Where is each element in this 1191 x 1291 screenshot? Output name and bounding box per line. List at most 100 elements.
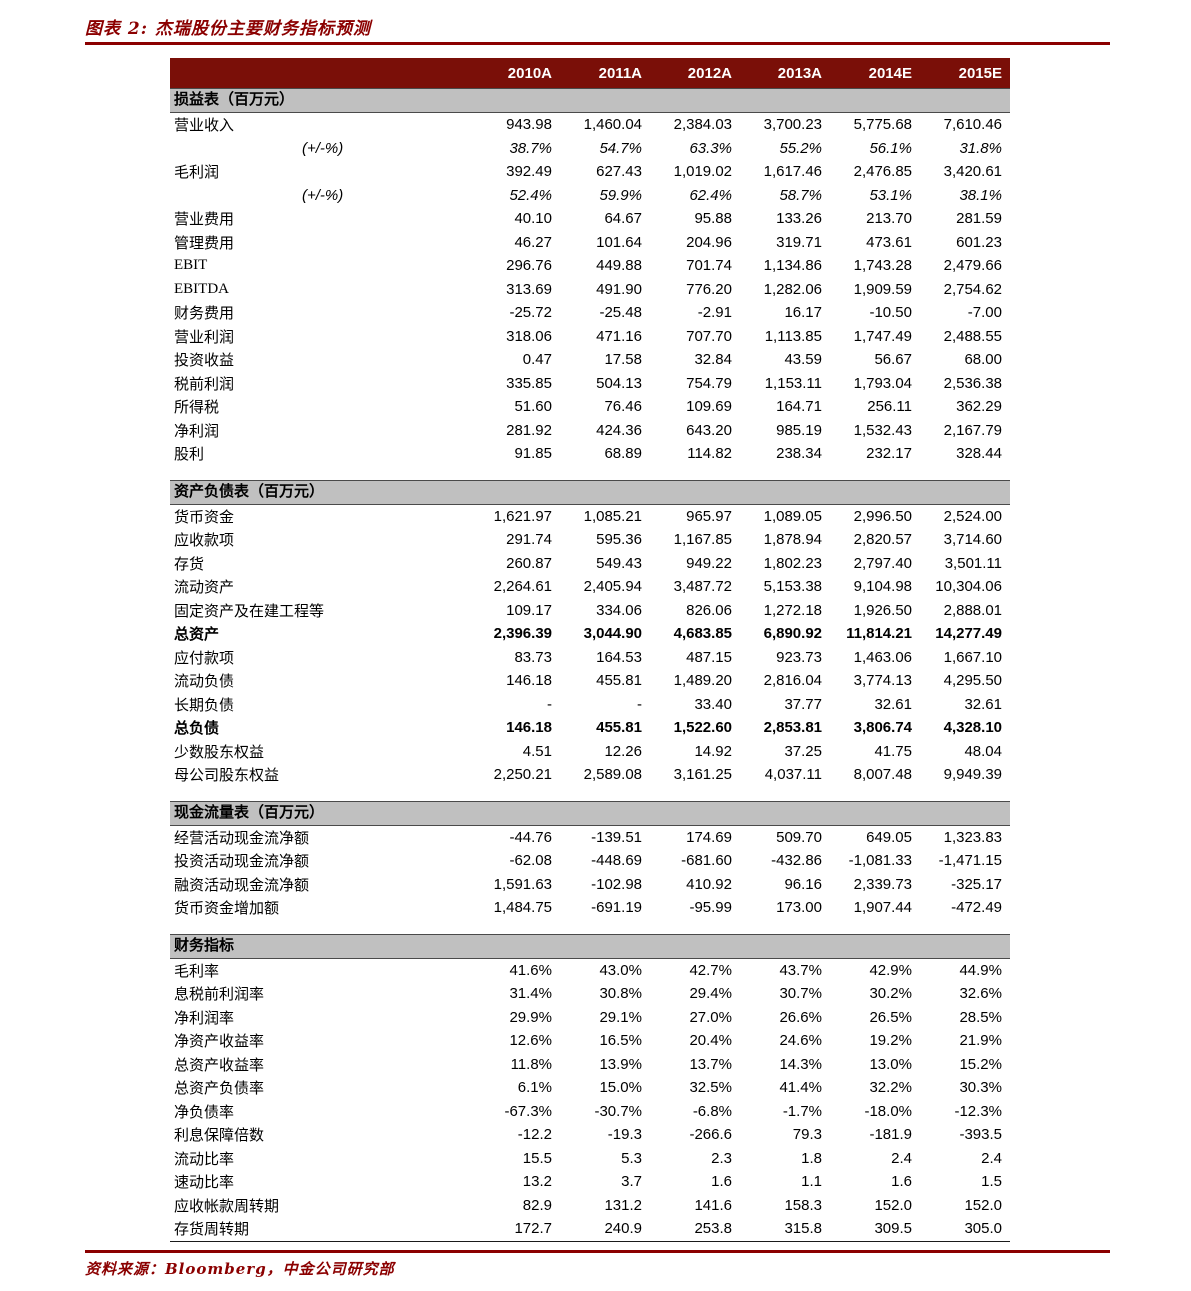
cell-value: 30.3% <box>959 1079 1002 1097</box>
table-row: (+/-%) 52.4% 59.9% 62.4% 58.7% 53.1% 38.1% <box>170 184 1010 208</box>
cell-value: 6.1% <box>517 1079 552 1097</box>
cell-value: 2,888.01 <box>943 601 1002 619</box>
source-note: 资料来源：Bloomberg，中金公司研究部 <box>85 1260 395 1278</box>
table-row: 息税前利润率 31.4% 30.8% 29.4% 30.7% 30.2% 32.6% <box>170 982 1010 1006</box>
table-row: 少数股东权益 4.51 12.26 14.92 37.25 41.75 48.04 <box>170 740 1010 764</box>
table-row: EBIT 296.76 449.88 701.74 1,134.86 1,743.28 2,… <box>170 254 1010 278</box>
cell-value: 2.4 <box>981 1149 1002 1167</box>
cell-value: 923.73 <box>776 648 822 666</box>
table-row: 长期负债 - - 33.40 37.77 32.61 32.61 <box>170 693 1010 717</box>
cell-value: 2,589.08 <box>583 766 642 784</box>
column-header: 2011A <box>598 64 642 82</box>
cell-value: 14,277.49 <box>935 625 1002 643</box>
cell-value: 53.1% <box>869 186 912 204</box>
cell-value: 2,524.00 <box>943 507 1002 525</box>
cell-value: 31.4% <box>509 985 552 1003</box>
cell-value: 392.49 <box>506 163 552 181</box>
cell-value: 238.34 <box>776 445 822 463</box>
cell-value: 4,295.50 <box>943 672 1002 690</box>
cell-value: 26.6% <box>779 1008 822 1026</box>
cell-value: 1,019.02 <box>673 163 732 181</box>
row-label: EBITDA <box>174 280 229 297</box>
cell-value: 32.5% <box>689 1079 732 1097</box>
cell-value: -18.0% <box>864 1102 912 1120</box>
cell-value: -67.3% <box>504 1102 552 1120</box>
cell-value: 491.90 <box>596 280 642 298</box>
cell-value: 141.6 <box>694 1196 732 1214</box>
cell-value: 44.9% <box>959 961 1002 979</box>
table-row: 营业费用 40.10 64.67 95.88 133.26 213.70 281.59 <box>170 207 1010 231</box>
row-label: EBIT <box>174 257 208 274</box>
cell-value: 334.06 <box>596 601 642 619</box>
cell-value: 43.59 <box>784 351 822 369</box>
cell-value: 2,250.21 <box>493 766 552 784</box>
cell-value: 1,667.10 <box>943 648 1002 666</box>
cell-value: 3,044.90 <box>583 625 642 643</box>
cell-value: -10.50 <box>869 304 912 322</box>
row-label: 流动负债 <box>174 674 235 691</box>
cell-value: 14.92 <box>694 742 732 760</box>
cell-value: -1,471.15 <box>938 852 1002 870</box>
cell-value: 826.06 <box>686 601 732 619</box>
cell-value: -19.3 <box>607 1126 642 1144</box>
cell-value: 643.20 <box>686 421 732 439</box>
cell-value: 1,089.05 <box>763 507 822 525</box>
table-row: 净资产收益率 12.6% 16.5% 20.4% 24.6% 19.2% 21.9% <box>170 1029 1010 1053</box>
cell-value: 1,907.44 <box>853 899 912 917</box>
cell-value: 985.19 <box>776 421 822 439</box>
cell-value: -325.17 <box>951 875 1002 893</box>
cell-value: 315.8 <box>784 1220 822 1238</box>
table-row: 存货周转期 172.7 240.9 253.8 315.8 309.5 305.0 <box>170 1217 1010 1241</box>
cell-value: 79.3 <box>792 1126 822 1144</box>
table-section: 资产负债表（百万元） 货币资金 1,621.97 1,085.21 965.97 1,08… <box>170 479 1010 787</box>
row-label: 存货 <box>174 556 205 573</box>
row-label: 税前利润 <box>174 376 235 393</box>
table-row: 母公司股东权益 2,250.21 2,589.08 3,161.25 4,037.11 8… <box>170 763 1010 787</box>
cell-value: -102.98 <box>591 875 642 893</box>
table-row: 货币资金增加额 1,484.75 -691.19 -95.99 173.00 1,907.… <box>170 896 1010 920</box>
cell-value: 707.70 <box>686 327 732 345</box>
cell-value: 1,463.06 <box>853 648 912 666</box>
row-label: 流动比率 <box>174 1151 235 1168</box>
table-row: 股利 91.85 68.89 114.82 238.34 232.17 328.44 <box>170 442 1010 466</box>
row-label: 货币资金增加额 <box>174 901 280 918</box>
table-section: 损益表（百万元） 营业收入 943.98 1,460.04 2,384.03 3,700.… <box>170 88 1010 466</box>
cell-value: -181.9 <box>869 1126 912 1144</box>
cell-value: 3,714.60 <box>943 531 1002 549</box>
table-row: 流动负债 146.18 455.81 1,489.20 2,816.04 3,774.13… <box>170 669 1010 693</box>
cell-value: 1,167.85 <box>673 531 732 549</box>
row-label: 息税前利润率 <box>174 987 265 1004</box>
cell-value: 3,806.74 <box>853 719 912 737</box>
table-row: 流动比率 15.5 5.3 2.3 1.8 2.4 2.4 <box>170 1147 1010 1171</box>
cell-value: 776.20 <box>686 280 732 298</box>
row-label: 货币资金 <box>174 509 235 526</box>
cell-value: 24.6% <box>779 1032 822 1050</box>
cell-value: -1.7% <box>782 1102 822 1120</box>
cell-value: 95.88 <box>694 210 732 228</box>
cell-value: 32.2% <box>869 1079 912 1097</box>
cell-value: 473.61 <box>866 233 912 251</box>
cell-value: 3,501.11 <box>944 554 1002 572</box>
column-header: 2010A <box>507 64 552 82</box>
cell-value: 3,774.13 <box>853 672 912 690</box>
cell-value: 1,153.11 <box>764 374 822 392</box>
cell-value: 4,328.10 <box>943 719 1002 737</box>
cell-value: 56.1% <box>869 139 912 157</box>
cell-value: 4,037.11 <box>764 766 822 784</box>
row-label: 应付款项 <box>174 650 235 667</box>
cell-value: 33.40 <box>694 695 732 713</box>
cell-value: 164.71 <box>776 398 822 416</box>
cell-value: 296.76 <box>506 257 552 275</box>
cell-value: 1,532.43 <box>853 421 912 439</box>
table-row: 总资产负债率 6.1% 15.0% 32.5% 41.4% 32.2% 30.3% <box>170 1076 1010 1100</box>
cell-value: -393.5 <box>959 1126 1002 1144</box>
table-row: 营业利润 318.06 471.16 707.70 1,113.85 1,747.49 2,… <box>170 325 1010 349</box>
cell-value: 1,489.20 <box>673 672 732 690</box>
cell-value: 4,683.85 <box>673 625 732 643</box>
cell-value: 32.84 <box>694 351 732 369</box>
row-label: 应收帐款周转期 <box>174 1198 280 1215</box>
table-row: 投资收益 0.47 17.58 32.84 43.59 56.67 68.00 <box>170 348 1010 372</box>
cell-value: 1,460.04 <box>583 116 642 134</box>
cell-value: -6.8% <box>692 1102 732 1120</box>
cell-value: -448.69 <box>591 852 642 870</box>
